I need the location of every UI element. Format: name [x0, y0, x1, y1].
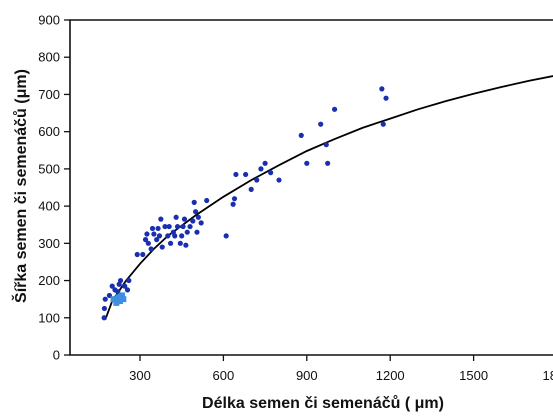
data-point [193, 209, 199, 215]
data-point [145, 240, 151, 246]
y-tick-label: 300 [38, 236, 60, 251]
data-point [144, 231, 150, 237]
data-point [124, 287, 131, 293]
x-axis-title: Délka semen či semenáčů ( μm) [202, 395, 444, 412]
y-tick-label: 0 [53, 348, 60, 363]
data-point-highlight [110, 296, 117, 303]
data-point [172, 233, 178, 239]
data-point [122, 283, 128, 289]
data-point [180, 223, 186, 230]
data-point [149, 225, 156, 232]
data-point [151, 231, 157, 237]
data-point [158, 216, 164, 222]
data-point [325, 160, 331, 166]
x-tick-label: 1800 [543, 368, 553, 383]
fit-curve [104, 75, 553, 320]
data-point [262, 160, 268, 166]
data-point [194, 229, 200, 235]
data-point [191, 199, 197, 205]
data-point [167, 240, 174, 246]
data-point [380, 121, 386, 127]
data-point [162, 223, 168, 230]
y-tick-label: 400 [38, 199, 60, 214]
data-point [140, 251, 146, 258]
data-point [318, 121, 324, 127]
data-point [154, 237, 160, 243]
data-point [254, 177, 260, 183]
data-point [248, 186, 254, 192]
data-point [165, 233, 171, 239]
data-point [101, 315, 107, 321]
y-tick-label: 500 [38, 161, 60, 176]
data-point [258, 166, 264, 172]
data-point [177, 240, 183, 246]
data-point-highlight [120, 296, 127, 303]
data-point [155, 225, 161, 232]
data-point-highlight [115, 294, 122, 301]
data-point [109, 283, 115, 289]
data-point [231, 196, 238, 202]
data-point [379, 86, 385, 92]
data-point [276, 177, 282, 183]
data-point [134, 251, 140, 258]
data-point [179, 233, 185, 239]
data-point [184, 229, 190, 235]
data-point [230, 201, 236, 207]
data-point [174, 223, 181, 230]
data-point [243, 171, 249, 178]
plot-area: 0 100 200 300 400 500 600 700 800 900 300 600 900 120… [38, 13, 553, 383]
y-tick-label: 800 [38, 50, 60, 65]
data-point [183, 242, 189, 248]
data-point-highlight [118, 292, 125, 299]
data-point-highlight [113, 299, 120, 306]
data-point [187, 223, 193, 230]
data-point [298, 132, 304, 138]
data-point [268, 170, 274, 176]
plot-frame [69, 19, 553, 356]
data-point [323, 142, 329, 148]
data-point [195, 214, 201, 220]
data-point [101, 305, 108, 312]
data-point [198, 220, 204, 226]
data-point [126, 277, 132, 284]
x-tick-label: 600 [213, 368, 235, 383]
data-point [181, 216, 188, 222]
y-tick-label: 100 [38, 310, 60, 325]
x-tick-label: 1200 [376, 368, 405, 383]
data-point [117, 277, 124, 284]
data-point [233, 171, 239, 178]
data-point [304, 160, 310, 166]
data-point [156, 233, 163, 239]
data-point [332, 106, 338, 112]
y-tick-label: 700 [38, 87, 60, 102]
y-tick-label: 200 [38, 273, 60, 288]
data-point [159, 244, 165, 250]
x-tick-label: 900 [296, 368, 318, 383]
data-point [166, 223, 172, 230]
data-point [102, 296, 108, 302]
data-point [383, 95, 389, 101]
y-tick-label: 600 [38, 124, 60, 139]
data-point [204, 197, 210, 204]
data-point [142, 237, 149, 243]
data-point [173, 214, 179, 220]
y-axis-title: Šířka semen či semenáčů (μm) [11, 69, 30, 303]
data-point [223, 233, 229, 239]
x-tick-label: 1500 [459, 368, 488, 383]
x-tick-label: 300 [129, 368, 151, 383]
data-point [190, 218, 196, 224]
data-point [148, 246, 154, 252]
y-tick-label: 900 [38, 13, 60, 28]
data-point-highlight [116, 298, 123, 305]
